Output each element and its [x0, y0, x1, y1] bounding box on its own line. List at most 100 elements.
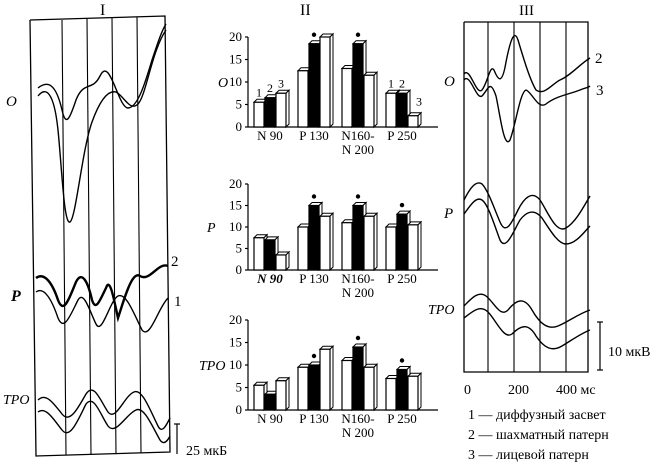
panel-3-trace-p-1: [463, 182, 591, 230]
panel-3-curve-label-3: 3: [596, 83, 604, 99]
panel-1-curve-label-2: 2: [171, 254, 179, 270]
panel-3-row-label-tpo: TPO: [428, 303, 454, 318]
panel-1-trace-o-2: [37, 29, 167, 223]
bar: [385, 226, 397, 271]
chart-y-tick-label: 0: [236, 402, 243, 417]
bar: [319, 215, 331, 271]
panel-1-trace-o-1: [37, 23, 167, 121]
chart-category-label: P 250: [387, 411, 417, 426]
bar: [275, 254, 287, 271]
panel-3-title: III: [519, 3, 534, 19]
bar: [385, 92, 397, 128]
panel-3-row-label-o: O: [444, 74, 455, 90]
chart-category-label: N 90: [257, 128, 283, 143]
chart-y-label: TPO: [199, 359, 225, 374]
panel-1-gridline: [86, 18, 92, 456]
bar: [341, 67, 353, 128]
panel-1: I 2 1 O P TPO 25 мкБ: [3, 2, 227, 459]
chart-y-tick-label: 20: [229, 29, 242, 44]
chart-y-tick-label: 15: [229, 335, 242, 350]
chart-y-tick-label: 0: [236, 119, 243, 134]
panel-1-title: I: [100, 2, 105, 19]
panel-3-time-tick: 0: [464, 383, 471, 398]
bar-series-number: 1: [388, 76, 394, 90]
panel-1-gridline: [136, 16, 142, 454]
bar-series-number: 3: [416, 94, 422, 108]
chart-y-tick-label: 5: [236, 241, 243, 256]
panel-3-scale-label: 10 мкВ: [608, 345, 651, 360]
panel-1-trace-p-1: [35, 289, 169, 333]
chart-category-label: N160-: [341, 411, 374, 426]
chart-y-label: P: [206, 221, 216, 236]
panel-3-trace-tpo-1: [463, 293, 591, 328]
chart-y-tick-label: 20: [229, 176, 242, 191]
chart-category-label: N160-: [341, 271, 374, 286]
panel-1-row-label-tpo: TPO: [3, 393, 29, 408]
significance-star: [311, 32, 317, 37]
panel-1-frame: [29, 15, 171, 457]
chart-category-label: P 130: [299, 128, 329, 143]
bar-series-number: 3: [278, 76, 284, 90]
bar: [264, 393, 276, 411]
panel-3-curve-label-2: 2: [595, 51, 603, 67]
chart-category-label: N 90: [257, 411, 283, 426]
chart-category-label: P 250: [387, 271, 417, 286]
bar: [352, 43, 364, 128]
significance-star: [355, 335, 361, 341]
bar: [396, 92, 408, 128]
significance-star: [311, 353, 317, 359]
legend: 1 — диффузный засвет 2 — шахматный патер…: [468, 408, 609, 463]
panel-2-title: II: [300, 2, 311, 19]
chart-y-tick-label: 5: [236, 97, 243, 112]
chart-y-tick-label: 15: [229, 198, 242, 213]
panel-1-row-label-o: O: [6, 94, 17, 110]
significance-star: [355, 194, 361, 199]
bar: [396, 213, 408, 271]
panel-3-trace-tpo-2: [463, 308, 591, 350]
panel-1-gridline: [61, 19, 67, 456]
panel-3-trace-p-2: [463, 198, 591, 245]
legend-item: 1 — диффузный засвет: [468, 408, 606, 423]
panel-1-trace-p-2: [35, 264, 169, 323]
panel-1-trace-tpo-1: [37, 389, 171, 430]
significance-star: [399, 358, 405, 363]
chart-y-tick-label: 10: [229, 219, 242, 234]
chart-y-label: O: [218, 76, 228, 91]
panel-3-time-tick: 200: [508, 383, 529, 398]
bar: [275, 92, 287, 128]
panel-3: III 2 3 O P TPO 10 мкВ 0 200 400 мс: [428, 3, 651, 398]
chart-category-label: N 200: [342, 425, 374, 440]
chart-category-label: P 250: [387, 128, 417, 143]
panel-1-curve-label-1: 1: [174, 294, 182, 310]
panel-1-row-label-p: P: [10, 288, 21, 305]
panel-3-trace-o-3: [463, 77, 591, 143]
bar: [363, 366, 375, 411]
chart-y-tick-label: 20: [229, 312, 242, 327]
bar: [308, 43, 320, 128]
panel-3-time-tick: 400 мс: [556, 383, 596, 398]
bar: [297, 366, 309, 411]
chart-y-tick-label: 0: [236, 262, 243, 277]
legend-item: 3 — лицевой патерн: [468, 448, 589, 463]
bar: [352, 204, 364, 271]
bar: [352, 346, 364, 411]
bar: [264, 97, 276, 128]
chart-category-label: N 90: [256, 271, 283, 286]
chart-category-label: P 130: [299, 411, 329, 426]
bar-series-number: 1: [256, 85, 262, 99]
bar-series-number: 2: [267, 81, 273, 95]
panel-3-row-label-p: P: [443, 206, 453, 222]
bar: [407, 224, 419, 271]
panel-1-scale-label: 25 мкБ: [186, 444, 227, 459]
chart-y-tick-label: 10: [229, 357, 242, 372]
panel-1-trace-tpo-2: [37, 400, 171, 444]
bar: [308, 364, 320, 411]
panel-3-trace-o-2: [463, 34, 591, 93]
significance-star: [355, 32, 361, 37]
bar: [341, 359, 353, 411]
bar-series-number: 2: [399, 76, 405, 90]
chart-category-label: N 200: [342, 142, 374, 157]
